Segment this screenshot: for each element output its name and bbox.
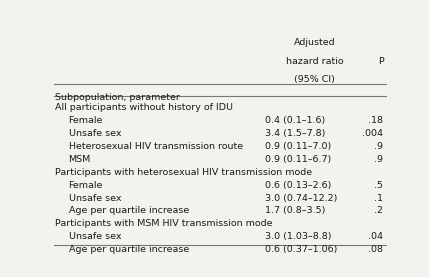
Text: 0.4 (0.1–1.6): 0.4 (0.1–1.6) <box>265 116 325 125</box>
Text: 1.7 (0.8–3.5): 1.7 (0.8–3.5) <box>265 206 325 216</box>
Text: 3.4 (1.5–7.8): 3.4 (1.5–7.8) <box>265 129 325 138</box>
Text: 3.0 (0.74–12.2): 3.0 (0.74–12.2) <box>265 194 337 202</box>
Text: .04: .04 <box>368 232 383 241</box>
Text: .004: .004 <box>362 129 383 138</box>
Text: Female: Female <box>69 116 103 125</box>
Text: .9: .9 <box>374 142 383 151</box>
Text: .08: .08 <box>368 245 383 254</box>
Text: Age per quartile increase: Age per quartile increase <box>69 245 189 254</box>
Text: Participants with MSM HIV transmission mode: Participants with MSM HIV transmission m… <box>55 219 273 228</box>
Text: 3.0 (1.03–8.8): 3.0 (1.03–8.8) <box>265 232 331 241</box>
Text: Adjusted: Adjusted <box>294 38 335 47</box>
Text: .9: .9 <box>374 155 383 164</box>
Text: MSM: MSM <box>69 155 91 164</box>
Text: 0.9 (0.11–6.7): 0.9 (0.11–6.7) <box>265 155 331 164</box>
Text: 0.6 (0.37–1.06): 0.6 (0.37–1.06) <box>265 245 337 254</box>
Text: (95% CI): (95% CI) <box>294 75 335 84</box>
Text: .1: .1 <box>374 194 383 202</box>
Text: Participants with heterosexual HIV transmission mode: Participants with heterosexual HIV trans… <box>55 168 312 177</box>
Text: hazard ratio: hazard ratio <box>286 57 344 66</box>
Text: P: P <box>378 57 384 66</box>
Text: Heterosexual HIV transmission route: Heterosexual HIV transmission route <box>69 142 243 151</box>
Text: .18: .18 <box>368 116 383 125</box>
Text: Unsafe sex: Unsafe sex <box>69 194 121 202</box>
Text: .5: .5 <box>374 181 383 190</box>
Text: Unsafe sex: Unsafe sex <box>69 232 121 241</box>
Text: Age per quartile increase: Age per quartile increase <box>69 206 189 216</box>
Text: All participants without history of IDU: All participants without history of IDU <box>55 103 233 112</box>
Text: Subpopulation, parameter: Subpopulation, parameter <box>55 93 180 102</box>
Text: .2: .2 <box>374 206 383 216</box>
Text: 0.9 (0.11–7.0): 0.9 (0.11–7.0) <box>265 142 331 151</box>
Text: Unsafe sex: Unsafe sex <box>69 129 121 138</box>
Text: Female: Female <box>69 181 103 190</box>
Text: 0.6 (0.13–2.6): 0.6 (0.13–2.6) <box>265 181 331 190</box>
